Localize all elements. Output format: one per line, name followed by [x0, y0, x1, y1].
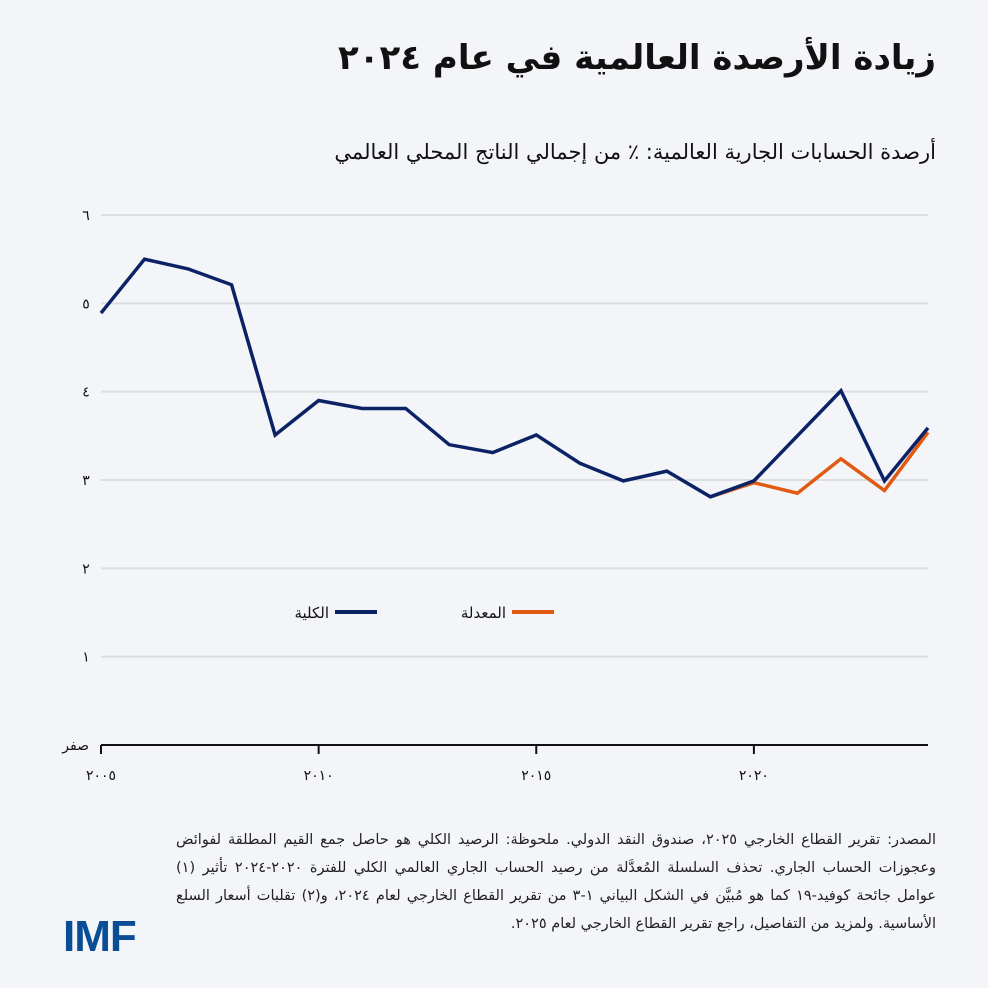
series-line [99, 257, 930, 499]
legend-label: المعدلة [461, 604, 506, 622]
series-line [709, 431, 930, 499]
source-note: المصدر: تقرير القطاع الخارجي ٢٠٢٥، صندوق… [176, 832, 936, 932]
y-tick-label: ٢ [82, 561, 90, 577]
x-tick-label: ٢٠٢٠ [739, 768, 769, 784]
chart-subtitle: أرصدة الحسابات الجارية العالمية: ٪ من إج… [334, 140, 936, 164]
y-tick-label: ٥ [82, 296, 90, 312]
imf-logo: IMF [63, 912, 137, 961]
chart-title: زيادة الأرصدة العالمية في عام ٢٠٢٤ [338, 38, 936, 78]
y-tick-label: ٤ [82, 385, 90, 401]
x-tick-label: ٢٠١٠ [304, 768, 334, 784]
y-tick-label: ٦ [82, 208, 90, 224]
y-tick-label: ٣ [82, 473, 90, 489]
y-tick-label: صفر [61, 738, 89, 754]
y-tick-label: ١ [82, 650, 90, 666]
x-tick-label: ٢٠١٥ [521, 768, 551, 784]
x-tick-label: ٢٠٠٥ [86, 768, 116, 784]
legend-label: الكلية [294, 604, 329, 622]
